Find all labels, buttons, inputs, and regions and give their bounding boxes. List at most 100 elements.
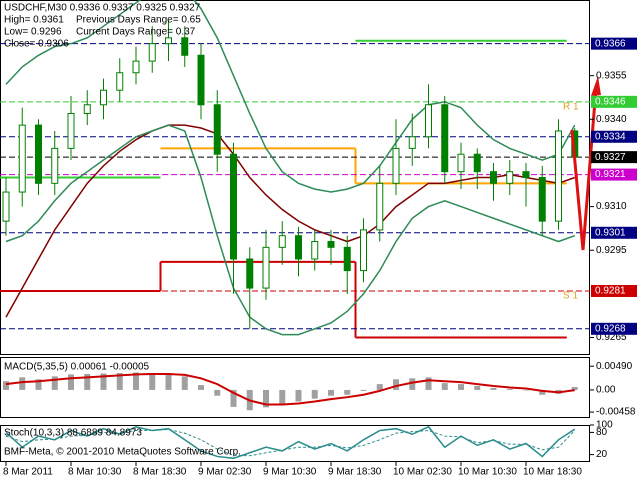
macd-bar bbox=[116, 372, 123, 390]
candle-body bbox=[295, 235, 302, 260]
y-tick-label: 0.9295 bbox=[596, 245, 627, 256]
macd-bar bbox=[474, 386, 481, 390]
candle-body bbox=[343, 246, 351, 272]
price-box-label: 0.9334 bbox=[595, 131, 626, 142]
candle-body bbox=[197, 54, 205, 106]
copyright: BMF-Meta, © 2001-2010 MetaQuotes Softwar… bbox=[4, 447, 241, 458]
macd-bar bbox=[490, 387, 497, 390]
candle-body bbox=[392, 147, 400, 184]
overlay-line bbox=[5, 0, 576, 193]
candle-body bbox=[181, 37, 189, 56]
macd-bar bbox=[68, 374, 74, 390]
macd-bar bbox=[360, 389, 367, 391]
candle-body bbox=[457, 153, 465, 173]
candle-body bbox=[425, 104, 432, 138]
macd-bar bbox=[279, 389, 286, 404]
macd-bar bbox=[409, 378, 416, 390]
candle-body bbox=[522, 171, 530, 179]
macd-bar bbox=[311, 389, 318, 399]
macd-bar bbox=[328, 389, 334, 396]
macd-bar bbox=[571, 386, 578, 390]
macd-bar bbox=[3, 381, 9, 390]
overlay-line bbox=[5, 124, 576, 336]
candle-body bbox=[555, 130, 562, 222]
price-box-label: 0.9327 bbox=[595, 152, 626, 163]
arrow-head bbox=[591, 76, 601, 96]
y-tick-label: 0.9265 bbox=[596, 332, 627, 343]
candle-body bbox=[116, 72, 124, 91]
candle-body bbox=[360, 229, 367, 272]
macd-bar bbox=[295, 389, 302, 402]
level-label: R 1 bbox=[563, 101, 579, 112]
price-box bbox=[591, 130, 637, 143]
candle-body bbox=[35, 124, 42, 184]
macd-bar bbox=[230, 389, 237, 407]
y-tick-label: 80 bbox=[596, 427, 608, 438]
x-tick-label: 10 Mar 10:30 bbox=[458, 467, 517, 478]
candle-body bbox=[230, 153, 237, 260]
candle-body bbox=[83, 104, 91, 114]
candle-body bbox=[67, 112, 75, 149]
macd-bar bbox=[35, 379, 42, 390]
price-box-label: 0.9346 bbox=[595, 96, 626, 107]
stoch-line bbox=[5, 428, 576, 457]
candle-body bbox=[148, 43, 156, 62]
x-tick-label: 8 Mar 18:30 bbox=[133, 467, 187, 478]
macd-signal bbox=[5, 372, 575, 406]
price-box-label: 0.9268 bbox=[595, 323, 626, 334]
level-label: S 1 bbox=[563, 291, 578, 302]
overlay-line bbox=[5, 124, 576, 318]
y-tick-label: 0.00490 bbox=[596, 361, 633, 372]
y-tick-label: 0.9310 bbox=[596, 201, 627, 212]
price-box bbox=[591, 322, 637, 335]
x-tick-label: 8 Mar 2011 bbox=[3, 467, 53, 478]
price-box bbox=[591, 226, 637, 239]
macd-bar bbox=[523, 389, 529, 391]
candle-body bbox=[2, 191, 10, 222]
macd-bar bbox=[344, 389, 351, 395]
macd-bar bbox=[84, 373, 91, 390]
info-label: Low= 0.9296 bbox=[4, 27, 62, 38]
candle-body bbox=[441, 104, 449, 173]
y-tick-label: -0.00458 bbox=[596, 407, 636, 418]
x-tick-label: 8 Mar 10:30 bbox=[68, 467, 122, 478]
indicator-title: Stoch(10,3,3) 88.6889 84.8973 bbox=[4, 428, 142, 439]
macd-bar bbox=[376, 384, 383, 390]
candle-body bbox=[18, 124, 26, 193]
macd-bar bbox=[425, 377, 432, 390]
panel-content bbox=[3, 372, 578, 411]
info-label: Current Days Range= 0.37 bbox=[76, 27, 196, 38]
candle-body bbox=[262, 246, 270, 289]
macd-bar bbox=[458, 384, 464, 390]
macd-bar bbox=[539, 389, 546, 395]
panel-content: R 1 S 1 bbox=[0, 0, 590, 339]
candle-body bbox=[132, 60, 140, 74]
candle-body bbox=[490, 171, 497, 184]
macd-bar bbox=[263, 389, 269, 408]
macd-bar bbox=[214, 389, 221, 396]
indicator-title: MACD(5,35,5) 0.00061 -0.00005 bbox=[4, 362, 150, 373]
candle-body bbox=[246, 258, 254, 289]
price-box-label: 0.9366 bbox=[595, 38, 626, 49]
info-label: Close= 0.9306 bbox=[4, 39, 69, 50]
candle-body bbox=[327, 241, 335, 248]
panel-frame bbox=[0, 357, 590, 418]
candle-body bbox=[278, 235, 286, 248]
candle-body bbox=[506, 171, 514, 184]
plots: R 1 S 1 bbox=[0, 0, 590, 462]
macd-bar bbox=[19, 377, 26, 390]
macd-bar bbox=[181, 376, 188, 390]
x-tick-label: 10 Mar 18:30 bbox=[523, 467, 582, 478]
y-tick-label: 0.00 bbox=[596, 385, 616, 396]
stoch-line bbox=[5, 425, 576, 460]
price-box-label: 0.9321 bbox=[595, 169, 626, 180]
macd-bar bbox=[393, 379, 399, 390]
price-box bbox=[591, 151, 637, 164]
macd-bar bbox=[51, 376, 58, 390]
y-tick-label: 0.9355 bbox=[596, 70, 627, 81]
candle-body bbox=[538, 177, 546, 222]
info-label: Previous Days Range= 0.65 bbox=[76, 15, 201, 26]
